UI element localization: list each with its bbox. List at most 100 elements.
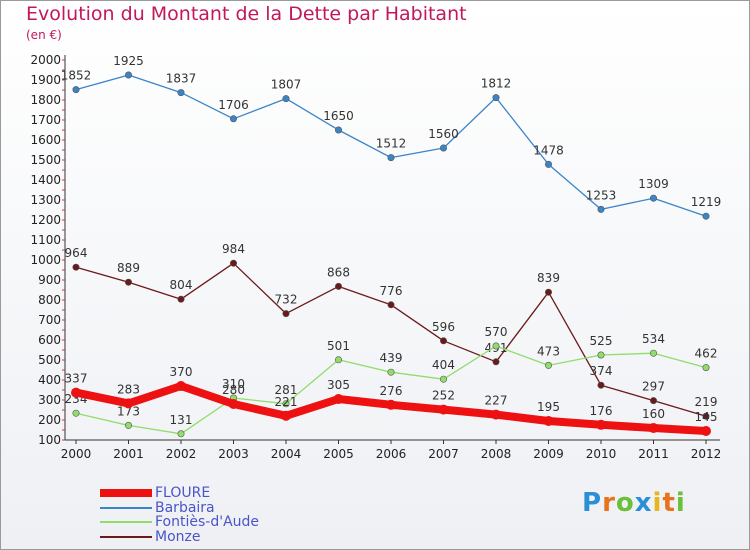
data-point-monze: [544, 288, 552, 296]
x-tick-label: 2009: [533, 447, 564, 461]
x-tick-label: 2011: [638, 447, 669, 461]
data-point-fonti-s-d-aude: [334, 356, 342, 364]
legend-label: Fontiès-d'Aude: [155, 514, 260, 530]
data-point-fonti-s-d-aude: [439, 375, 447, 383]
data-label-barbaira: 1852: [61, 69, 92, 83]
y-tick-label: 1700: [30, 113, 61, 127]
data-point-barbaira: [492, 94, 500, 102]
legend-label: FLOURE: [155, 485, 211, 501]
data-label-fonti-s-d-aude: 439: [380, 351, 403, 365]
data-point-monze: [125, 278, 133, 286]
data-point-monze: [72, 263, 80, 271]
data-label-monze: 596: [432, 320, 455, 334]
data-label-fonti-s-d-aude: 131: [170, 413, 193, 427]
data-label-monze: 984: [222, 242, 245, 256]
data-label-fonti-s-d-aude: 501: [327, 339, 350, 353]
x-tick-label: 2002: [166, 447, 197, 461]
data-label-floure: 283: [117, 382, 140, 396]
data-label-barbaira: 1512: [376, 137, 407, 151]
data-point-floure: [333, 394, 344, 404]
x-tick-label: 2006: [376, 447, 407, 461]
data-label-fonti-s-d-aude: 404: [432, 358, 455, 372]
x-tick-label: 2010: [586, 447, 617, 461]
data-label-barbaira: 1837: [166, 72, 197, 86]
y-tick-label: 400: [38, 373, 61, 387]
data-label-barbaira: 1478: [533, 143, 564, 157]
legend-swatch: [100, 535, 152, 538]
y-tick-label: 1000: [30, 253, 61, 267]
x-tick-label: 2012: [691, 447, 722, 461]
data-label-monze: 839: [537, 271, 560, 285]
data-point-monze: [387, 301, 395, 309]
data-label-floure: 227: [485, 394, 508, 408]
data-label-barbaira: 1309: [638, 177, 669, 191]
legend-swatch: [100, 506, 152, 509]
data-point-floure: [281, 410, 291, 421]
y-tick-label: 300: [38, 393, 61, 407]
x-tick-label: 2005: [323, 447, 354, 461]
data-point-floure: [648, 423, 659, 433]
legend-item-fonti-s-d-aude: Fontiès-d'Aude: [100, 514, 260, 530]
data-point-fonti-s-d-aude: [177, 430, 185, 438]
y-tick-label: 1800: [30, 93, 61, 107]
data-point-fonti-s-d-aude: [649, 349, 657, 357]
y-tick-label: 1600: [30, 133, 61, 147]
data-point-fonti-s-d-aude: [702, 364, 710, 372]
data-point-monze: [439, 337, 447, 345]
data-point-floure: [438, 404, 449, 415]
y-tick-label: 2000: [30, 53, 61, 67]
data-point-floure: [123, 398, 134, 409]
x-tick-label: 2004: [271, 447, 302, 461]
data-point-barbaira: [334, 126, 342, 134]
data-label-monze: 219: [695, 395, 718, 409]
data-label-fonti-s-d-aude: 473: [537, 344, 560, 358]
data-point-barbaira: [597, 205, 605, 213]
x-tick-label: 2001: [113, 447, 144, 461]
y-tick-label: 1400: [30, 173, 61, 187]
data-point-barbaira: [649, 194, 657, 202]
data-point-barbaira: [544, 160, 552, 168]
data-point-floure: [491, 409, 501, 420]
data-point-floure: [596, 419, 606, 430]
data-label-barbaira: 1807: [271, 78, 302, 92]
legend-item-monze: Monze: [100, 529, 200, 545]
data-label-fonti-s-d-aude: 310: [222, 377, 245, 391]
y-tick-label: 500: [38, 353, 61, 367]
chart-title: Evolution du Montant de la Dette par Hab…: [26, 3, 467, 25]
data-label-monze: 732: [275, 293, 298, 307]
y-tick-label: 100: [38, 433, 61, 447]
data-label-floure: 160: [642, 407, 665, 421]
data-point-barbaira: [230, 115, 238, 123]
data-point-fonti-s-d-aude: [492, 342, 500, 350]
legend-swatch: [100, 489, 152, 497]
data-label-fonti-s-d-aude: 525: [590, 334, 613, 348]
data-label-barbaira: 1706: [218, 98, 249, 112]
data-label-floure: 337: [65, 372, 88, 386]
data-point-fonti-s-d-aude: [72, 409, 80, 417]
data-point-fonti-s-d-aude: [282, 400, 290, 408]
legend-item-barbaira: Barbaira: [100, 500, 215, 516]
data-point-monze: [230, 259, 238, 267]
data-label-barbaira: 1650: [323, 109, 354, 123]
data-point-barbaira: [702, 212, 710, 220]
data-point-fonti-s-d-aude: [387, 368, 395, 376]
y-tick-label: 1100: [30, 233, 61, 247]
data-label-monze: 804: [170, 278, 193, 292]
data-label-monze: 889: [117, 261, 140, 275]
data-point-floure: [71, 387, 81, 398]
data-point-barbaira: [439, 144, 447, 152]
data-label-floure: 305: [327, 378, 350, 392]
data-label-floure: 370: [170, 365, 193, 379]
x-tick-label: 2003: [218, 447, 249, 461]
y-tick-label: 1300: [30, 193, 61, 207]
data-point-barbaira: [177, 89, 185, 97]
data-label-monze: 868: [327, 265, 350, 279]
data-label-floure: 276: [380, 384, 403, 398]
data-label-barbaira: 1925: [113, 54, 144, 68]
x-tick-label: 2008: [481, 447, 512, 461]
data-label-barbaira: 1812: [481, 77, 512, 91]
x-tick-label: 2007: [428, 447, 459, 461]
data-label-barbaira: 1219: [691, 195, 722, 209]
